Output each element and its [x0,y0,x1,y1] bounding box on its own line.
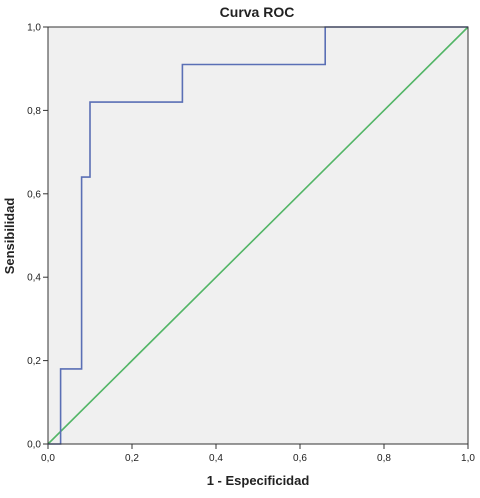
reference-diagonal-line [47,26,469,445]
x-axis-title: 1 - Especificidad [207,473,310,488]
x-tick-label: 0,4 [209,453,223,464]
y-axis-title: Sensibilidad [2,198,17,275]
x-tick-label: 0,6 [293,453,307,464]
axis-ticks: 0,0 0,2 0,4 0,6 0,8 1,0 0,0 0,2 0,4 0,6 0,8 1,0 [27,23,475,465]
y-tick-label: 0,8 [27,106,41,117]
x-tick-label: 1,0 [461,453,475,464]
y-tick-label: 0,0 [27,440,41,451]
x-tick-label: 0,2 [125,453,139,464]
plot-frame [47,26,469,445]
y-tick-label: 1,0 [27,23,41,34]
y-tick-label: 0,4 [27,273,41,284]
y-tick-label: 0,2 [27,356,41,367]
x-tick-label: 0,8 [377,453,391,464]
chart-title: Curva ROC [220,4,295,20]
series-layer [47,26,469,445]
roc-curve-line [48,26,468,445]
y-tick-label: 0,6 [27,189,41,200]
x-tick-label: 0,0 [41,453,55,464]
